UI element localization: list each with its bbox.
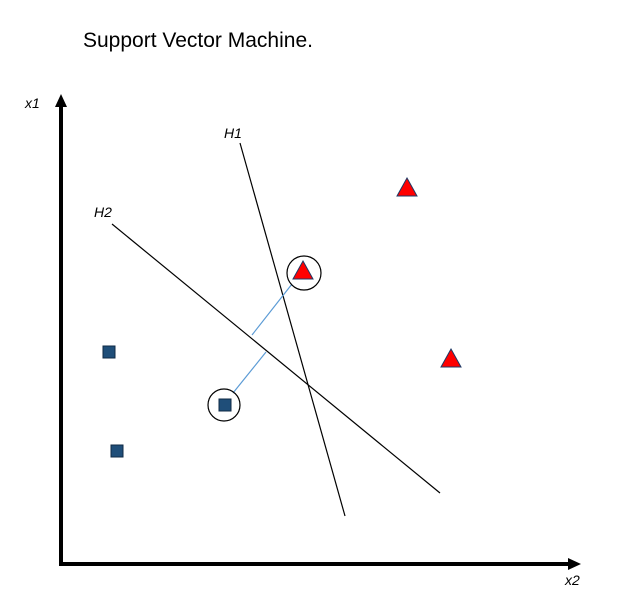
square-point [110, 444, 124, 458]
margin-line-lower [232, 351, 267, 394]
margin-lines [232, 283, 293, 394]
margin-line-upper [251, 283, 293, 336]
hyperplanes: H1 H2 [94, 125, 441, 517]
x-axis-label: x2 [564, 572, 580, 588]
y-axis-label: x1 [24, 95, 40, 111]
triangle-points [292, 176, 462, 368]
square-point [218, 398, 232, 412]
hyperplane-h2-label: H2 [94, 204, 112, 220]
square-points [102, 345, 232, 458]
triangle-point [292, 259, 314, 280]
support-vector-circle-square [207, 388, 241, 422]
hyperplane-h1-label: H1 [224, 125, 242, 141]
x-axis-arrowhead [568, 558, 581, 570]
support-vector-circles [207, 255, 322, 422]
hyperplane-h1 [239, 142, 346, 517]
axes: x1 x2 [24, 94, 581, 588]
diagram-title: Support Vector Machine. [83, 29, 313, 52]
square-point [102, 345, 116, 359]
triangle-point [396, 176, 418, 197]
hyperplane-h2 [111, 223, 441, 494]
support-vector-circle-triangle [286, 255, 322, 291]
triangle-point [440, 347, 462, 368]
y-axis-arrowhead [55, 94, 67, 107]
